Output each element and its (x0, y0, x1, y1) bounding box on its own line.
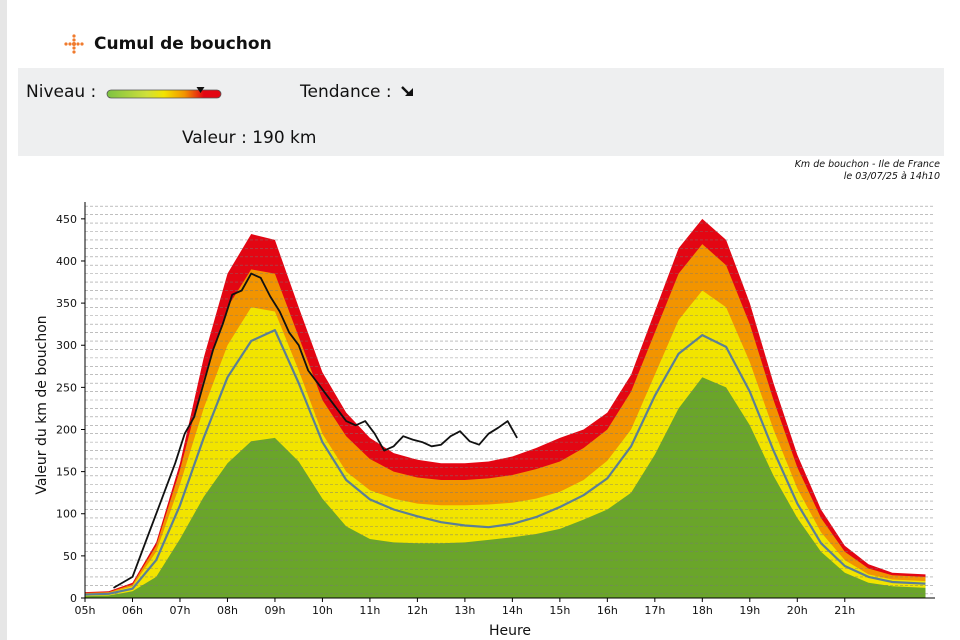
grid-layer (85, 205, 935, 595)
arrow-down-right-icon (401, 86, 413, 96)
band-green (85, 377, 926, 598)
y-tick-label: 250 (56, 381, 77, 394)
valeur-label: Valeur : 190 km (182, 128, 317, 148)
traffic-icon (64, 34, 84, 54)
y-tick-label: 50 (63, 550, 77, 563)
series-line-0 (84, 329, 926, 596)
y-axis-label: Valeur du km de bouchon (34, 315, 50, 494)
x-tick-label: 05h (75, 604, 96, 617)
status-panel: Niveau : Tendance : Valeur : 190 km (18, 68, 944, 156)
x-tick-label: 09h (264, 604, 285, 617)
x-tick-label: 21h (834, 604, 855, 617)
y-tick-label: 350 (56, 297, 77, 310)
left-border (0, 0, 7, 640)
x-tick-label: 08h (217, 604, 238, 617)
page-title: Cumul de bouchon (94, 34, 272, 54)
chart-subtitle: le 03/07/25 à 14h10 (843, 171, 940, 182)
y-tick-label: 0 (70, 592, 77, 605)
axes-layer: 0 50 100 150 200 250 300 350 400 450 05h 06h 07h 08h 0… (56, 202, 935, 617)
y-tick-label: 400 (56, 255, 77, 268)
x-tick-label: 06h (122, 604, 143, 617)
x-tick-label: 16h (597, 604, 618, 617)
x-tick-label: 13h (454, 604, 475, 617)
x-tick-label: 07h (169, 604, 190, 617)
y-tick-label: 150 (56, 466, 77, 479)
x-tick-label: 11h (359, 604, 380, 617)
widget-header: Cumul de bouchon (62, 30, 272, 58)
x-tick-label: 12h (407, 604, 428, 617)
level-marker (196, 87, 205, 93)
x-tick-label: 14h (502, 604, 523, 617)
series-layer (84, 272, 926, 596)
niveau-label: Niveau : (26, 82, 97, 102)
y-tick-label: 300 (56, 339, 77, 352)
x-axis-label: Heure (489, 623, 531, 639)
y-tick-label: 450 (56, 213, 77, 226)
x-tick-label: 17h (644, 604, 665, 617)
x-tick-label: 18h (692, 604, 713, 617)
series-line-1 (113, 272, 518, 589)
tendance-label: Tendance : (300, 82, 392, 102)
level-gauge (106, 87, 222, 99)
x-tick-label: 10h (312, 604, 333, 617)
chart-title: Km de bouchon - Ile de France (794, 159, 940, 170)
x-tick-label: 15h (549, 604, 570, 617)
chart-caption: Km de bouchon - Ile de France le 03/07/2… (795, 159, 940, 183)
x-tick-label: 19h (739, 604, 760, 617)
y-tick-label: 100 (56, 508, 77, 521)
y-tick-label: 200 (56, 423, 77, 436)
x-tick-label: 20h (787, 604, 808, 617)
